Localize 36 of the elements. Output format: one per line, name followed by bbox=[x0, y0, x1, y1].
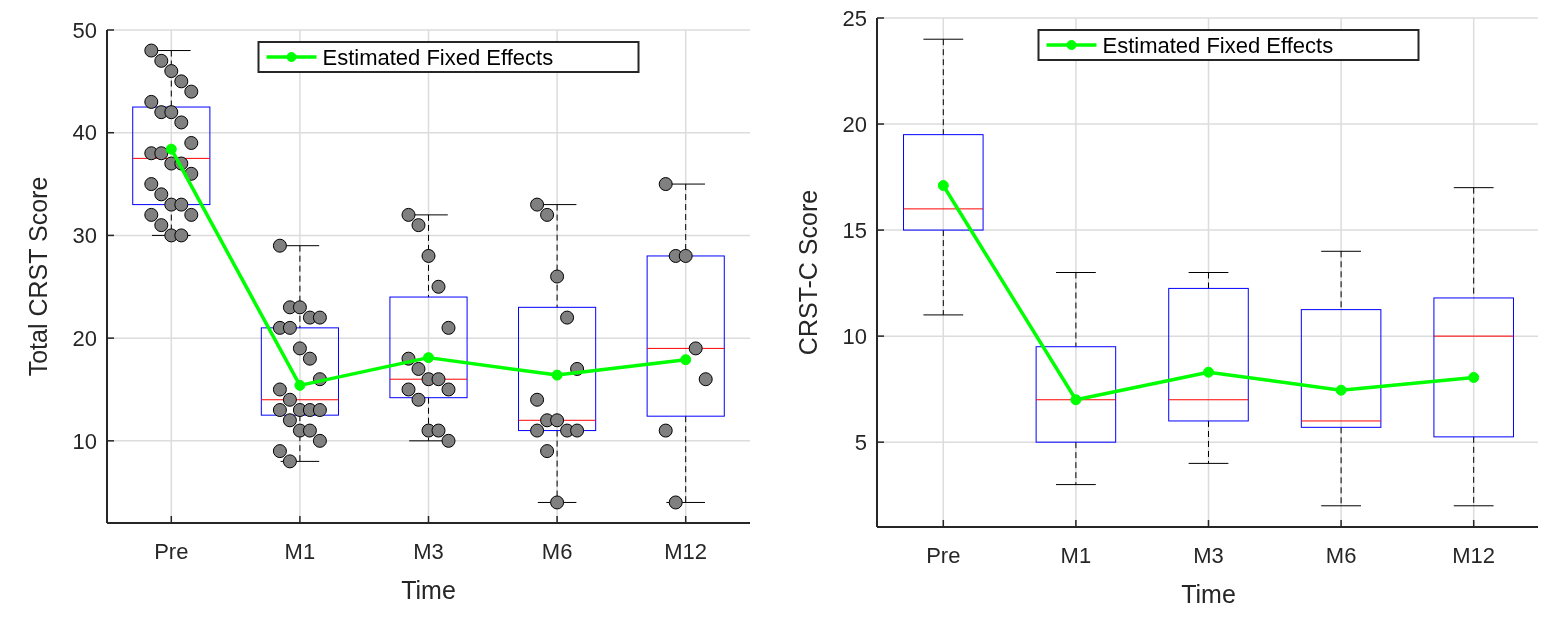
y-axis-title: Total CRST Score bbox=[24, 176, 52, 377]
point bbox=[1070, 394, 1082, 406]
point bbox=[551, 369, 563, 381]
y-tick-label: 50 bbox=[72, 17, 97, 43]
x-tick-label: M6 bbox=[541, 539, 573, 564]
x-tick-label: M12 bbox=[1452, 543, 1496, 568]
y-tick-label: 10 bbox=[842, 323, 867, 349]
y-tick-label: 30 bbox=[72, 223, 97, 249]
point bbox=[423, 352, 434, 364]
y-tick-label: 5 bbox=[854, 429, 867, 455]
x-axis-title: Time bbox=[401, 576, 456, 604]
legend-label: Estimated Fixed Effects bbox=[322, 44, 554, 70]
x-tick-label: M12 bbox=[664, 539, 708, 564]
x-tick-label: M6 bbox=[1325, 543, 1357, 568]
legend-label: Estimated Fixed Effects bbox=[1102, 32, 1334, 58]
y-tick-label: 20 bbox=[72, 325, 97, 351]
x-tick-label: M3 bbox=[1193, 543, 1224, 568]
point bbox=[937, 180, 949, 192]
y-tick-label: 25 bbox=[842, 5, 867, 31]
x-axis-title: Time bbox=[1181, 580, 1236, 608]
point bbox=[1203, 366, 1214, 378]
x-tick-label: M1 bbox=[284, 539, 316, 564]
x-tick-label: M3 bbox=[413, 539, 444, 564]
y-tick-label: 10 bbox=[72, 428, 97, 454]
x-tick-label: M1 bbox=[1060, 543, 1092, 568]
y-axis-title: CRST-C Score bbox=[794, 189, 822, 356]
y-tick-label: 20 bbox=[842, 111, 867, 137]
y-tick-label: 15 bbox=[842, 217, 867, 243]
point bbox=[1468, 371, 1480, 383]
point bbox=[294, 379, 306, 391]
point bbox=[680, 354, 692, 366]
x-tick-label: Pre bbox=[154, 539, 189, 564]
y-tick-label: 40 bbox=[72, 120, 97, 146]
point bbox=[165, 143, 177, 155]
point bbox=[1335, 384, 1347, 396]
x-tick-label: Pre bbox=[926, 543, 961, 568]
